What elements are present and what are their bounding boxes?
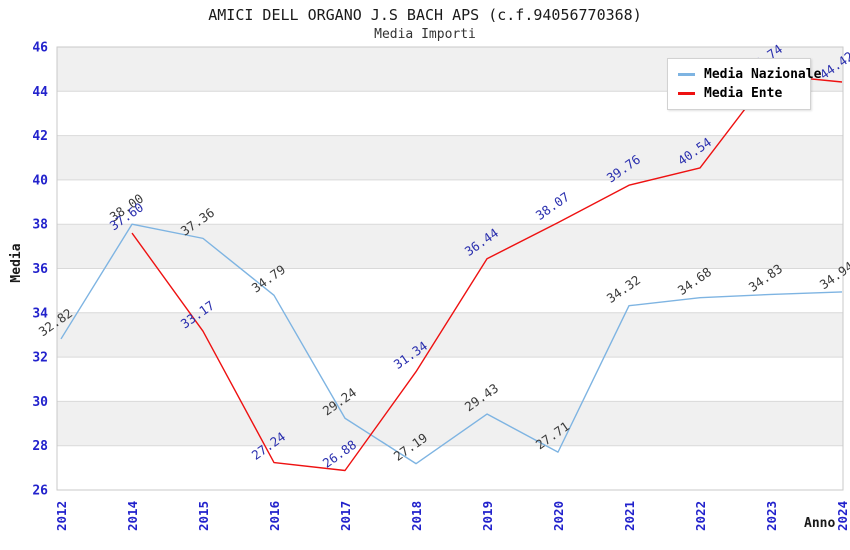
plot-band	[57, 268, 843, 313]
x-axis-title: Anno	[804, 516, 836, 531]
plot-band	[57, 135, 843, 180]
plot-border	[56, 46, 844, 491]
y-axis-tick: 26	[32, 484, 48, 499]
y-axis-tick: 38	[32, 218, 48, 233]
y-axis-tick: 42	[32, 129, 48, 144]
plot-band	[57, 445, 843, 490]
chart-title: AMICI DELL ORGANO J.S BACH APS (c.f.9405…	[208, 6, 642, 24]
legend-swatch-media-nazionale-icon	[678, 73, 695, 76]
y-axis-tick: 30	[32, 395, 48, 410]
plot-band	[57, 312, 843, 358]
x-axis-tick: 2024	[835, 501, 850, 531]
x-axis-tick: 2015	[196, 501, 211, 531]
plot-band	[57, 179, 843, 225]
legend-item-media-nazionale: Media Nazionale	[678, 65, 821, 84]
legend-swatch-media-ente-icon	[678, 92, 695, 95]
x-axis-tick: 2019	[480, 501, 495, 531]
series-line-media-ente	[131, 74, 843, 472]
chart-subtitle: Media Importi	[374, 27, 476, 42]
x-axis-tick: 2022	[693, 501, 708, 531]
y-axis-tick: 36	[32, 262, 48, 277]
legend: Media Nazionale Media Ente	[667, 58, 821, 110]
x-axis-tick: 2016	[267, 501, 282, 531]
y-axis-tick: 40	[32, 173, 48, 188]
y-axis-title: Media	[9, 243, 24, 283]
x-axis-tick: 2018	[409, 501, 424, 531]
x-axis-tick: 2012	[54, 501, 69, 531]
plot-band	[57, 401, 843, 446]
y-axis-tick: 28	[32, 439, 48, 454]
x-axis-tick: 2023	[764, 501, 779, 531]
x-axis-tick: 2017	[338, 501, 353, 531]
x-axis-tick: 2014	[125, 501, 140, 531]
y-axis-tick: 32	[32, 351, 48, 366]
legend-label: Media Nazionale	[704, 67, 822, 82]
y-axis-tick: 34	[32, 306, 48, 321]
series-line-media-nazionale	[60, 223, 843, 465]
x-axis-tick: 2021	[622, 501, 637, 531]
x-axis-tick: 2020	[551, 501, 566, 531]
plot-band	[57, 357, 843, 402]
legend-label: Media Ente	[704, 86, 783, 101]
y-axis-tick: 44	[32, 85, 48, 100]
plot-band	[57, 224, 843, 269]
legend-item-media-ente: Media Ente	[678, 84, 802, 103]
y-axis-tick: 46	[32, 41, 48, 56]
